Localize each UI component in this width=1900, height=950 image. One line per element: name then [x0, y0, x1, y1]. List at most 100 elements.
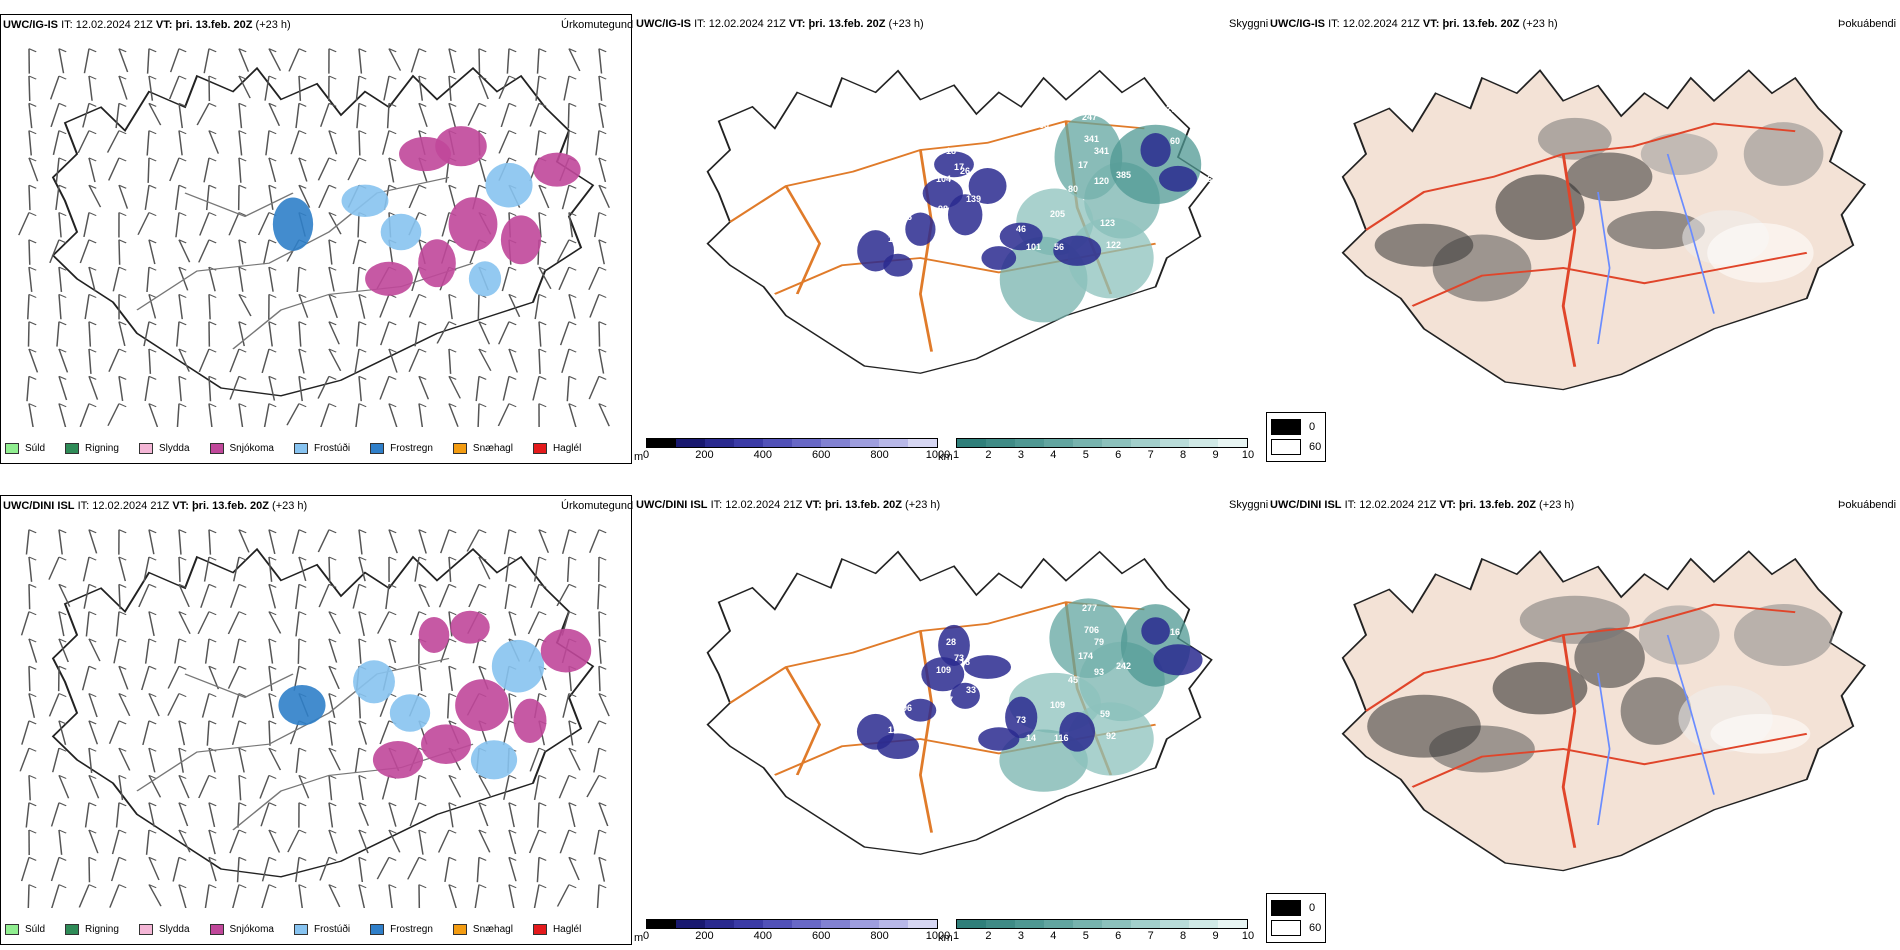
- colorbar-tick: 5: [1082, 930, 1089, 942]
- colorbar-tick: 800: [870, 930, 889, 942]
- legend-swatch: [209, 924, 224, 935]
- colorbar-tick: 10: [1241, 930, 1255, 942]
- it-label: IT:: [1328, 18, 1340, 30]
- cloud-base-label: 93: [1094, 667, 1105, 677]
- vt-label: VT:: [172, 500, 189, 512]
- cloud-base-label: 45: [1068, 675, 1079, 685]
- fog-area: [1374, 223, 1474, 267]
- cloud-base-label: 56: [1054, 242, 1065, 252]
- legend-item: Snjókoma: [209, 924, 274, 935]
- fog-legend-swatch: [1271, 419, 1301, 435]
- cloud-base-label: 80: [1068, 184, 1079, 194]
- low-cloud-area: [1158, 165, 1198, 192]
- fog-legend-row: 60: [1271, 918, 1321, 938]
- colorbar-segment: [763, 439, 792, 447]
- precip-area: [341, 184, 389, 217]
- colorbar-segment: [647, 439, 676, 447]
- fog-legend: 0 60: [1266, 893, 1327, 943]
- legend-label: Snæhagl: [472, 443, 513, 454]
- cloud-base-label: 341: [1084, 134, 1100, 144]
- low-cloud-area: [981, 246, 1017, 270]
- precip-area: [418, 239, 456, 288]
- cloud-base-label: 16: [1202, 174, 1213, 184]
- legend-item: Slydda: [138, 924, 190, 935]
- legend-label: Súld: [25, 443, 46, 454]
- colorbar-tick: 1000: [925, 449, 951, 461]
- cloud-base-label: 109: [936, 665, 952, 675]
- precip-area: [435, 126, 487, 167]
- fog-legend-swatch: [1271, 439, 1301, 455]
- river-lines: [1597, 634, 1715, 826]
- legend-label: Frostregn: [390, 924, 433, 935]
- legend-item: Frostregn: [370, 924, 433, 935]
- cloud-base-label: 242: [1116, 661, 1132, 671]
- road-network: [1364, 122, 1808, 367]
- colorbar-segment: [792, 439, 821, 447]
- low-cloud-area: [1059, 712, 1096, 752]
- valid-time: þri. 13.feb. 20Z: [1442, 18, 1520, 30]
- precip-area: [448, 197, 498, 252]
- legend-swatch: [452, 924, 467, 935]
- colorbar-segment: [1102, 439, 1131, 447]
- visibility-unit: km: [938, 451, 953, 463]
- fog-legend-swatch: [1271, 920, 1301, 936]
- colorbar-segment: [1189, 920, 1218, 928]
- fog-legend-row: 60: [1271, 437, 1321, 457]
- precip-area: [353, 660, 395, 704]
- panel-variable-title: Úrkomutegund: [561, 19, 634, 31]
- fog-area: [1734, 604, 1834, 666]
- legend-label: Frostúði: [313, 443, 351, 454]
- colorbar-tick: 3: [1017, 930, 1024, 942]
- cloud-base-label: 29: [974, 154, 985, 164]
- legend-item: Rigning: [65, 924, 119, 935]
- legend-swatch: [293, 443, 308, 454]
- init-time: 12.02.2024 21Z: [92, 500, 170, 512]
- model-name: UWC/IG-IS: [3, 19, 58, 31]
- colorbar-segment: [1160, 920, 1189, 928]
- legend-item: Snæhagl: [452, 443, 513, 454]
- colorbar-tick: 3: [1017, 449, 1024, 461]
- legend-swatch: [370, 924, 385, 935]
- legend-swatch: [293, 924, 308, 935]
- fog-area: [1492, 661, 1588, 715]
- road-network: [729, 601, 1156, 833]
- fog-panel: UWC/IG-IS IT: 12.02.2024 21Z VT: þri. 13…: [1266, 14, 1900, 464]
- cloud-base-label: 363: [1034, 120, 1050, 130]
- cloud-base-label: 16: [1170, 627, 1181, 637]
- cloud-base-label: 96: [902, 703, 913, 713]
- colorbar-segment: [1131, 920, 1160, 928]
- legend-swatch: [452, 443, 467, 454]
- fog-area: [1537, 117, 1612, 160]
- lead-time: (+23 h): [1522, 18, 1558, 30]
- cloud-base-label: 706: [1084, 625, 1100, 635]
- cloud-base-label: 73: [954, 653, 965, 663]
- legend-item: Súld: [5, 443, 45, 454]
- low-cloud-area: [1053, 235, 1102, 266]
- vt-label: VT:: [788, 18, 806, 30]
- model-name: UWC/DINI ISL: [1270, 499, 1342, 511]
- precip-type-legend: Súld Rigning Slydda Snjókoma Frostúði Frostre…: [5, 924, 581, 935]
- colorbar-tick: 7: [1147, 930, 1154, 942]
- precip-area: [372, 741, 424, 779]
- legend-item: Rigning: [65, 443, 119, 454]
- legend-item: Snjókoma: [209, 443, 274, 454]
- precip-area: [533, 152, 581, 187]
- colorbar-segment: [1102, 920, 1131, 928]
- init-time: 12.02.2024 21Z: [708, 18, 786, 30]
- cloud-base-label: 236: [884, 184, 900, 194]
- cloud-base-label: 26: [960, 166, 971, 176]
- colorbar-tick: 5: [1082, 449, 1089, 461]
- vt-label: VT:: [155, 19, 173, 31]
- valid-time: þri. 13.feb. 20Z: [824, 499, 902, 511]
- vt-label: VT:: [805, 499, 822, 511]
- legend-label: Snjókoma: [229, 924, 274, 935]
- precip-area: [468, 261, 502, 297]
- panel-title: UWC/IG-IS IT: 12.02.2024 21Z VT: þri. 13…: [1270, 18, 1558, 30]
- cloud-base-label: 277: [1082, 603, 1098, 613]
- colorbar-segment: [1160, 439, 1189, 447]
- fog-area: [1519, 595, 1630, 644]
- cloud-base-label: 109: [1050, 700, 1066, 710]
- cloud-base-label: 385: [1116, 170, 1132, 180]
- ceiling-unit: m: [634, 451, 644, 463]
- it-label: IT:: [694, 18, 706, 30]
